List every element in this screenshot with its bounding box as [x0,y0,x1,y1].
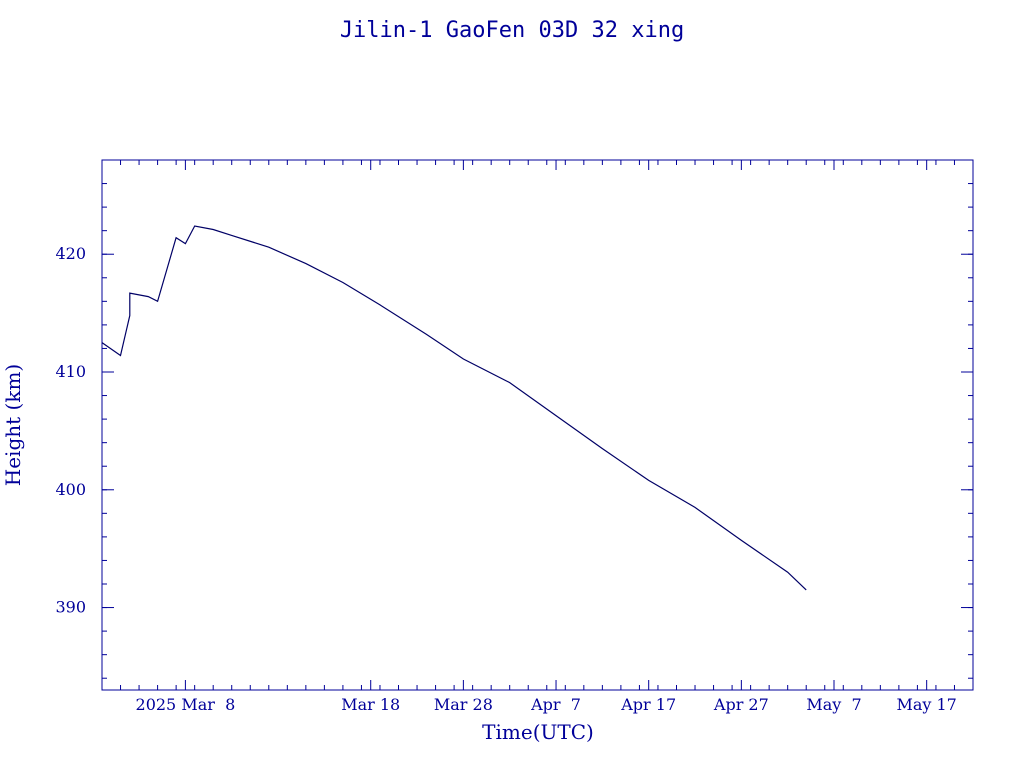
plot-frame [101,159,974,691]
x-axis-label: Time(UTC) [482,720,594,744]
y-axis-label: Height (km) [1,364,25,486]
series-layer [101,225,807,591]
x-tick-label: Mar 18 [341,695,400,714]
y-tick-label: 400 [55,480,86,499]
x-tick-label: May 7 [806,695,861,714]
chart-title: Jilin-1 GaoFen 03D 32 xing [340,18,684,43]
x-tick-label: May 17 [896,695,956,714]
x-tick-label: 2025 Mar 8 [136,695,236,714]
y-tick-label: 390 [55,598,86,617]
y-tick-label: 410 [55,362,86,381]
x-tick-label: Mar 28 [434,695,493,714]
x-tick-label: Apr 17 [620,695,676,714]
y-tick-labels: 390 400 410 420 [55,244,86,616]
x-tick-label: Apr 27 [713,695,769,714]
axis-ticks [101,159,974,690]
y-tick-label: 420 [55,244,86,263]
x-tick-labels: 2025 Mar 8 Mar 18 Mar 28 Apr 7 Apr 17 Apr 27 M… [136,695,957,714]
height-series-line [101,225,807,591]
x-tick-label: Apr 7 [530,695,581,714]
